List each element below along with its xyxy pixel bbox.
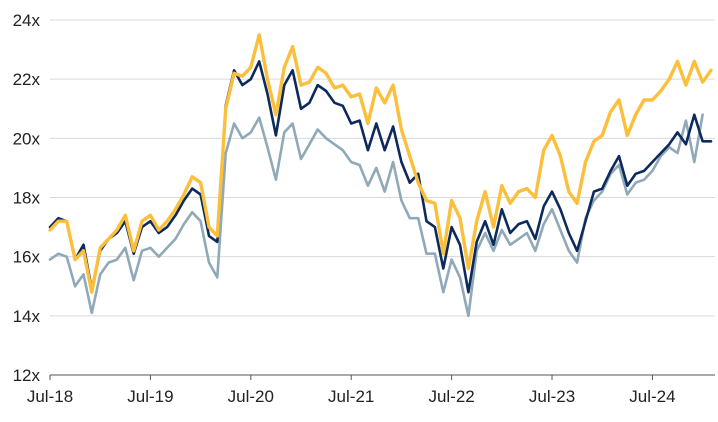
y-tick-label: 16x <box>13 248 41 267</box>
y-axis-tick-labels: 12x 14x 16x 18x 20x 22x 24x <box>13 11 41 385</box>
series-line-navy <box>48 60 713 294</box>
y-tick-label: 22x <box>13 70 41 89</box>
x-tick-label: Jul-21 <box>328 387 374 406</box>
gridlines <box>50 19 715 317</box>
y-tick-label: 14x <box>13 307 41 326</box>
y-tick-label: 24x <box>13 11 41 30</box>
y-tick-label: 18x <box>13 189 41 208</box>
x-tick-label: Jul-18 <box>27 387 73 406</box>
series-line-gold <box>48 33 713 294</box>
x-axis-tick-labels: Jul-18 Jul-19 Jul-20 Jul-21 Jul-22 Jul-23 Jul-… <box>27 387 676 406</box>
x-tick-label: Jul-19 <box>127 387 173 406</box>
x-axis <box>49 374 715 380</box>
x-tick-label: Jul-22 <box>428 387 474 406</box>
y-tick-label: 12x <box>13 366 41 385</box>
x-tick-label: Jul-20 <box>228 387 274 406</box>
series-line-slate <box>48 113 704 318</box>
x-tick-label: Jul-23 <box>529 387 575 406</box>
series-lines <box>48 33 713 318</box>
y-tick-label: 20x <box>13 129 41 148</box>
x-tick-label: Jul-24 <box>629 387 675 406</box>
